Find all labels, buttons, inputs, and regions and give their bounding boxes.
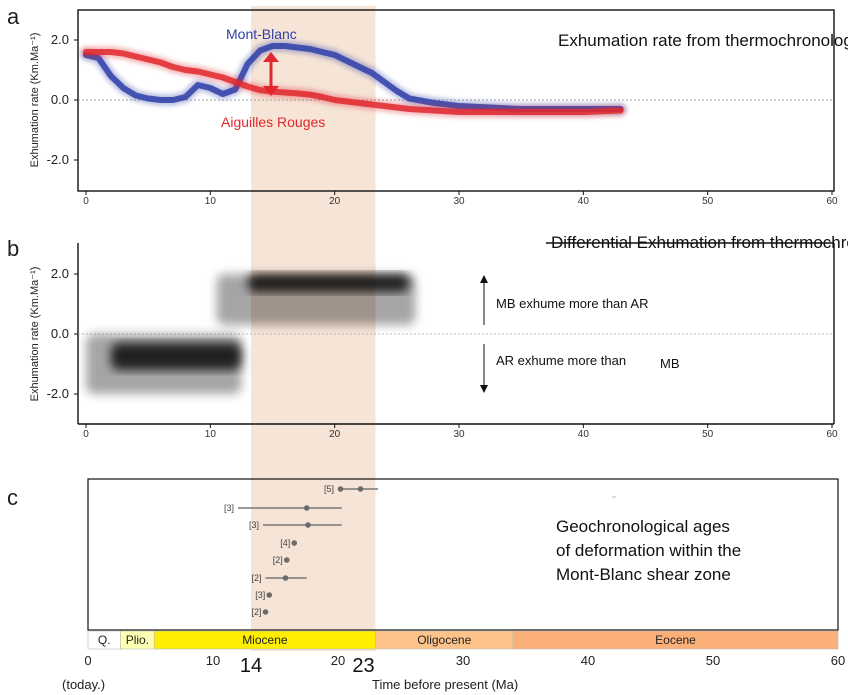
panel-a-title: Exhumation rate from thermochronology xyxy=(558,31,848,50)
age-point xyxy=(262,609,269,615)
highlight-start-label: 14 xyxy=(240,655,262,677)
panel-b-ytick-label: 2.0 xyxy=(51,266,69,281)
panel-b-title: Differential Exhumation from thermochron… xyxy=(551,233,848,252)
panel-c-xtick-label: 30 xyxy=(456,653,470,668)
panel-c-xtick-label: 20 xyxy=(331,653,345,668)
panel-b-ylabel: Exhumation rate (Km.Ma⁻¹) xyxy=(29,267,41,402)
panel-a-xtick-label: 20 xyxy=(329,196,341,207)
age-point xyxy=(282,575,289,581)
panel-b-xtick-label: 40 xyxy=(578,429,590,440)
panel-a-xtick-label: 0 xyxy=(83,196,89,207)
age-point xyxy=(291,540,298,546)
panel-b-xtick-label: 50 xyxy=(702,429,714,440)
epoch-label: Miocene xyxy=(242,633,288,647)
age-point xyxy=(283,557,290,563)
panel-a-xtick-label: 50 xyxy=(702,196,714,207)
annotation-mb-more: MB exhume more than AR xyxy=(496,296,648,311)
reference-label: [3] xyxy=(255,590,265,600)
age-point xyxy=(337,486,344,492)
panel-c-xtick-label: 50 xyxy=(706,653,720,668)
annotation-mb: MB xyxy=(660,356,680,371)
today-label: (today.) xyxy=(62,677,105,692)
epoch-label: Plio. xyxy=(126,633,149,647)
panel-b-xtick-label: 10 xyxy=(205,429,217,440)
panel-b-xtick-label: 60 xyxy=(826,429,838,440)
epoch-eocene xyxy=(512,630,839,650)
panel-c-xlabel: Time before present (Ma) xyxy=(372,677,518,692)
epoch-label: Eocene xyxy=(655,633,696,647)
difference-arrow xyxy=(263,52,279,96)
panel-c-xtick-label: 60 xyxy=(831,653,845,668)
panel-c-frame xyxy=(87,478,839,631)
panel-a-xtick-label: 30 xyxy=(453,196,465,207)
panel-letter-a: a xyxy=(7,4,20,29)
up-arrow-head xyxy=(480,275,488,283)
panel-b-ytick-label: -2.0 xyxy=(47,386,69,401)
age-point xyxy=(305,522,311,528)
series-line-aiguilles-rouges xyxy=(83,49,624,115)
panel-a-xtick-label: 40 xyxy=(578,196,590,207)
epoch-label: Q. xyxy=(98,633,111,647)
reference-label: [2] xyxy=(273,555,283,565)
age-point xyxy=(266,592,273,598)
panel-a-ytick-label: -2.0 xyxy=(47,152,69,167)
panel-c-xtick-label: 0 xyxy=(84,653,91,668)
density-band xyxy=(110,343,242,370)
highlight-band xyxy=(251,6,376,651)
panel-b-ytick-label: 0.0 xyxy=(51,326,69,341)
panel-a: 0 10 20 30 40 50 60 2.0 0.0 -2.0 Exhumation rate … xyxy=(29,9,848,207)
panel-a-ytick-label: 0.0 xyxy=(51,92,69,107)
panel-letter-c: c xyxy=(7,485,18,510)
reference-label: [2] xyxy=(251,607,261,617)
panel-c-xtick-label: 40 xyxy=(581,653,595,668)
series-label-mont-blanc: Mont-Blanc xyxy=(226,26,297,42)
panel-c: [5] [3] [3] [4] [2] [2] [3] [2] Geochronologica… xyxy=(62,478,845,692)
reference-label: [2] xyxy=(251,573,261,583)
panel-a-xtick-label: 60 xyxy=(826,196,838,207)
panel-b-xtick-label: 20 xyxy=(329,429,341,440)
panel-a-xtick-label: 10 xyxy=(205,196,217,207)
panel-letter-b: b xyxy=(7,236,19,261)
age-point xyxy=(303,505,310,511)
annotation-ar-more: AR exhume more than xyxy=(496,353,626,368)
panel-b-xtick-label: 30 xyxy=(453,429,465,440)
panel-c-xtick-label: 10 xyxy=(206,653,220,668)
panel-a-ylabel: Exhumation rate (Km.Ma⁻¹) xyxy=(29,33,41,168)
series-line-mont-blanc xyxy=(83,43,624,112)
reference-label: [5] xyxy=(324,484,334,494)
panel-b: 0 10 20 30 40 50 60 2.0 0.0 -2.0 Exhumation rate … xyxy=(29,233,848,440)
down-arrow-head xyxy=(480,385,488,393)
reference-label: [4] xyxy=(280,538,290,548)
highlight-end-label: 23 xyxy=(352,655,374,677)
reference-label: [3] xyxy=(224,503,234,513)
density-band xyxy=(247,274,410,292)
series-label-aiguilles-rouges: Aiguilles Rouges xyxy=(221,114,325,130)
reference-label: [3] xyxy=(249,520,259,530)
panel-c-title: Geochronological ages of deformation wit… xyxy=(556,517,746,584)
age-point xyxy=(357,486,364,492)
panel-b-xtick-label: 0 xyxy=(83,429,89,440)
epoch-label: Oligocene xyxy=(417,633,471,647)
panel-a-ytick-label: 2.0 xyxy=(51,32,69,47)
